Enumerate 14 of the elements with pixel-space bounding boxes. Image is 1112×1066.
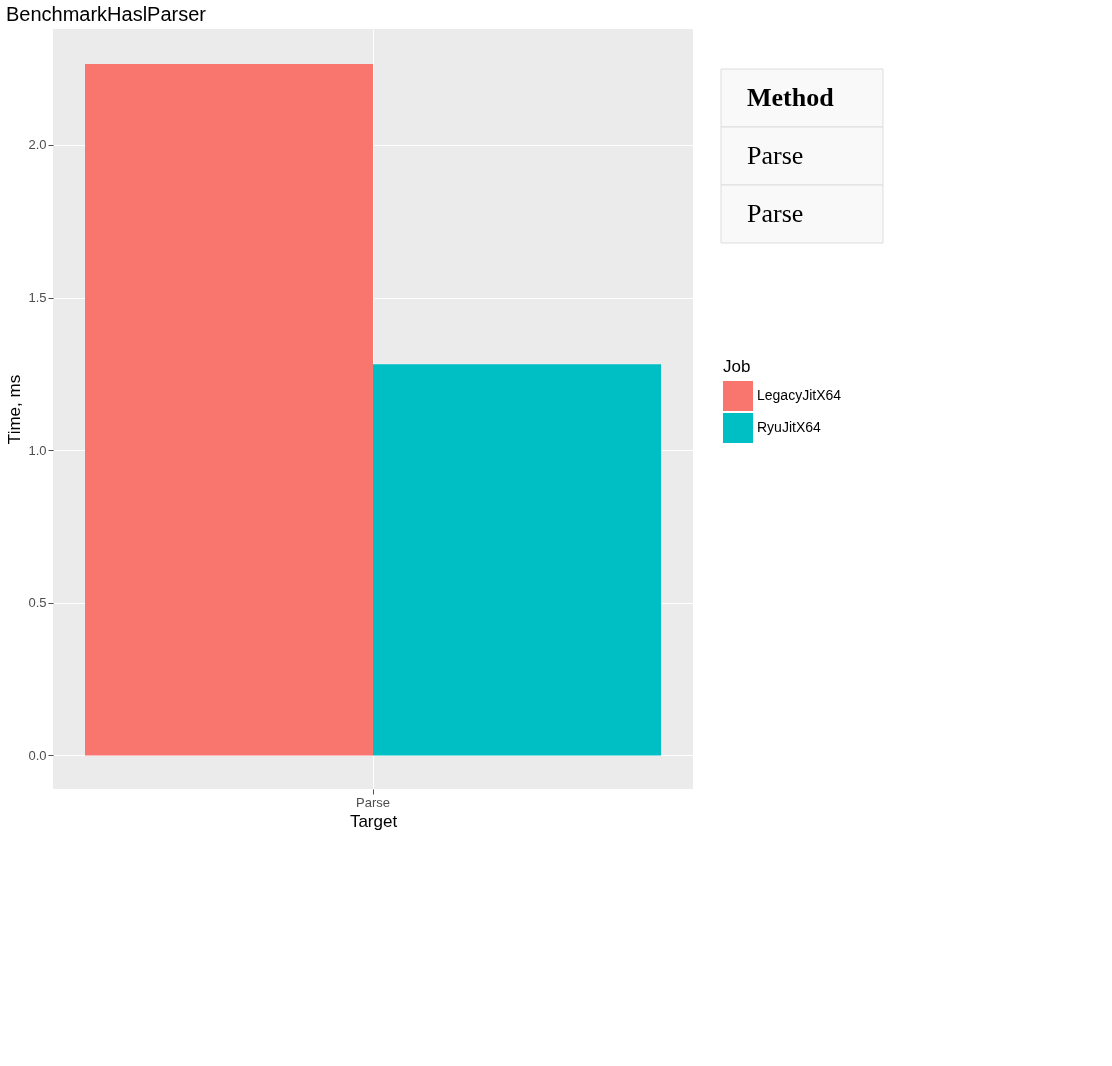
y-tick-label: 2.0 (28, 137, 47, 153)
legend-title: Job (723, 357, 751, 376)
x-axis-title: Target (349, 811, 398, 831)
y-tick-label: 1.5 (28, 290, 47, 306)
text: Method (747, 83, 835, 112)
legend-label: LegacyJitX64 (757, 387, 842, 403)
y-tick-label: 1.0 (28, 442, 47, 458)
legend-label: RyuJitX64 (757, 419, 822, 435)
text: Parse (747, 199, 804, 228)
y-tick-label: 0.5 (28, 595, 47, 611)
y-tick-label: 0.0 (28, 747, 47, 763)
chart-title: BenchmarkHaslParser (5, 3, 207, 25)
text: Parse (747, 141, 804, 170)
y-axis-title: Time, ms (5, 374, 25, 445)
